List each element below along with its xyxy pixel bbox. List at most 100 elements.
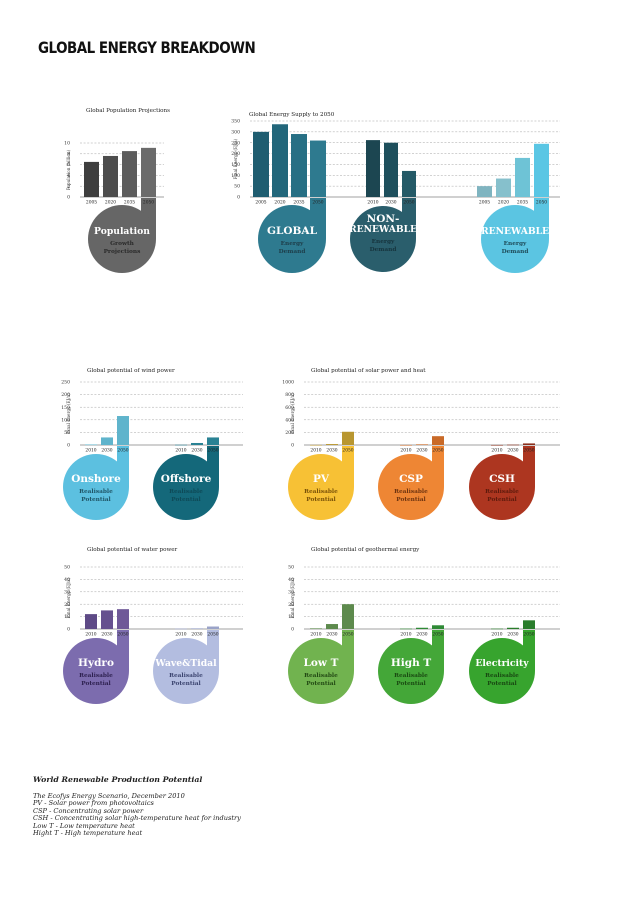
group-label-title: NON- <box>367 213 400 225</box>
bar <box>207 437 219 445</box>
y-tick-label: 20 <box>64 602 70 608</box>
x-tick-label: 2010 <box>310 633 321 638</box>
y-tick-label: 40 <box>288 577 294 583</box>
bar <box>101 437 113 445</box>
y-tick-label: 0 <box>67 443 70 449</box>
group-label-subtitle: Potential <box>171 681 201 687</box>
group-label-title: Low T <box>304 657 339 669</box>
x-tick-label: 2050 <box>536 201 547 206</box>
y-tick-label: 50 <box>64 565 70 571</box>
y-tick-label: 250 <box>61 380 70 386</box>
y-tick-label: 50 <box>234 184 240 190</box>
bar <box>253 131 269 197</box>
legend-blob <box>153 454 219 520</box>
chart-title: Global potential of geothermal energy <box>311 547 420 553</box>
footer-note: PV - Solar power from photovoltaics <box>33 799 154 808</box>
x-tick-label: 2005 <box>255 201 266 206</box>
y-axis-label: Population (billion) <box>66 149 71 190</box>
chart-title: Global potential of solar power and heat <box>311 368 426 374</box>
footer-heading: World Renewable Production Potential <box>33 775 203 784</box>
bar <box>416 627 428 629</box>
group-label-title: Electricity <box>475 658 529 669</box>
group-label-subtitle: Potential <box>81 497 111 503</box>
y-tick-label: 10 <box>288 614 294 620</box>
x-tick-label: 2010 <box>491 633 502 638</box>
group-label-title: High T <box>391 657 432 669</box>
group-label-subtitle: Potential <box>81 681 111 687</box>
page-title: GLOBAL ENERGY BREAKDOWN <box>38 38 256 57</box>
group-label-subtitle: Potential <box>487 497 517 503</box>
group-label-title: Offshore <box>161 473 212 485</box>
x-tick-label: 2050 <box>117 449 128 454</box>
bar <box>402 170 416 197</box>
y-tick-label: 150 <box>61 405 70 411</box>
y-axis-label: Final Energy (EJ/a) <box>290 393 295 434</box>
y-tick-label: 200 <box>231 151 240 157</box>
y-tick-label: 0 <box>237 195 240 201</box>
bar <box>534 143 549 197</box>
group-label-title: RENEWABLE <box>481 226 549 237</box>
legend-blob <box>63 454 129 520</box>
x-tick-label: 2030 <box>507 633 518 638</box>
legend-blob <box>469 454 535 520</box>
x-tick-label: 2030 <box>507 449 518 454</box>
bar <box>310 140 326 197</box>
bar <box>191 442 203 445</box>
footer-notes: The Ecofys Energy Scenario, December 201… <box>33 792 241 837</box>
bar <box>84 161 99 197</box>
legend-blob <box>88 205 156 273</box>
bar <box>103 155 118 197</box>
group-label-title: CSP <box>399 473 423 485</box>
bar <box>175 628 187 630</box>
legend-blob <box>63 638 129 704</box>
y-tick-label: 200 <box>285 430 294 436</box>
bar <box>400 444 412 446</box>
legend-blob <box>288 638 354 704</box>
x-tick-label: 2010 <box>85 633 96 638</box>
x-tick-label: 2030 <box>326 633 337 638</box>
y-tick-label: 200 <box>61 392 70 398</box>
group-label-subtitle: Realisable <box>485 489 519 495</box>
x-tick-label: 2030 <box>385 201 396 206</box>
bar <box>117 609 129 629</box>
group-label-subtitle: Realisable <box>394 489 428 495</box>
y-tick-label: 30 <box>288 589 294 595</box>
y-tick-label: 8 <box>67 151 70 157</box>
x-tick-label: 2050 <box>342 633 353 638</box>
x-tick-label: 2035 <box>124 201 135 206</box>
bar <box>384 142 398 197</box>
chart-title: Global Energy Supply to 2050 <box>249 112 335 118</box>
group-label-subtitle: Energy <box>504 241 527 247</box>
y-tick-label: 4 <box>67 173 70 179</box>
bar <box>342 604 354 629</box>
x-tick-label: 2010 <box>175 633 186 638</box>
bar <box>400 628 412 630</box>
y-tick-label: 250 <box>231 140 240 146</box>
y-axis-label: Final Energy (EJ/a) <box>66 577 71 618</box>
group-label-subtitle: Energy <box>372 239 395 245</box>
y-tick-label: 100 <box>231 173 240 179</box>
group-label-subtitle: Potential <box>396 681 426 687</box>
footer-note: Low T - Low temperature heat <box>33 821 135 830</box>
x-tick-label: 2030 <box>191 633 202 638</box>
group-label-subtitle: Potential <box>306 681 336 687</box>
bar <box>326 444 338 445</box>
y-tick-label: 600 <box>285 405 294 411</box>
bar <box>496 178 511 197</box>
group-label-subtitle: Growth <box>110 241 135 247</box>
group-label-subtitle: Demand <box>279 249 306 255</box>
footer-note: The Ecofys Energy Scenario, December 201… <box>33 792 185 800</box>
bar <box>291 134 307 197</box>
group-label-title: Hydro <box>78 657 114 669</box>
x-tick-label: 2005 <box>86 201 97 206</box>
group-label-subtitle: Realisable <box>79 673 113 679</box>
x-tick-label: 2050 <box>207 633 218 638</box>
chart-title: Global Population Projections <box>86 108 170 114</box>
legend-blob <box>378 454 444 520</box>
x-tick-label: 2050 <box>312 201 323 206</box>
x-tick-label: 2030 <box>101 449 112 454</box>
group-label-subtitle: Realisable <box>394 673 428 679</box>
x-tick-label: 2020 <box>274 201 285 206</box>
group-label-subtitle: Demand <box>502 249 529 255</box>
